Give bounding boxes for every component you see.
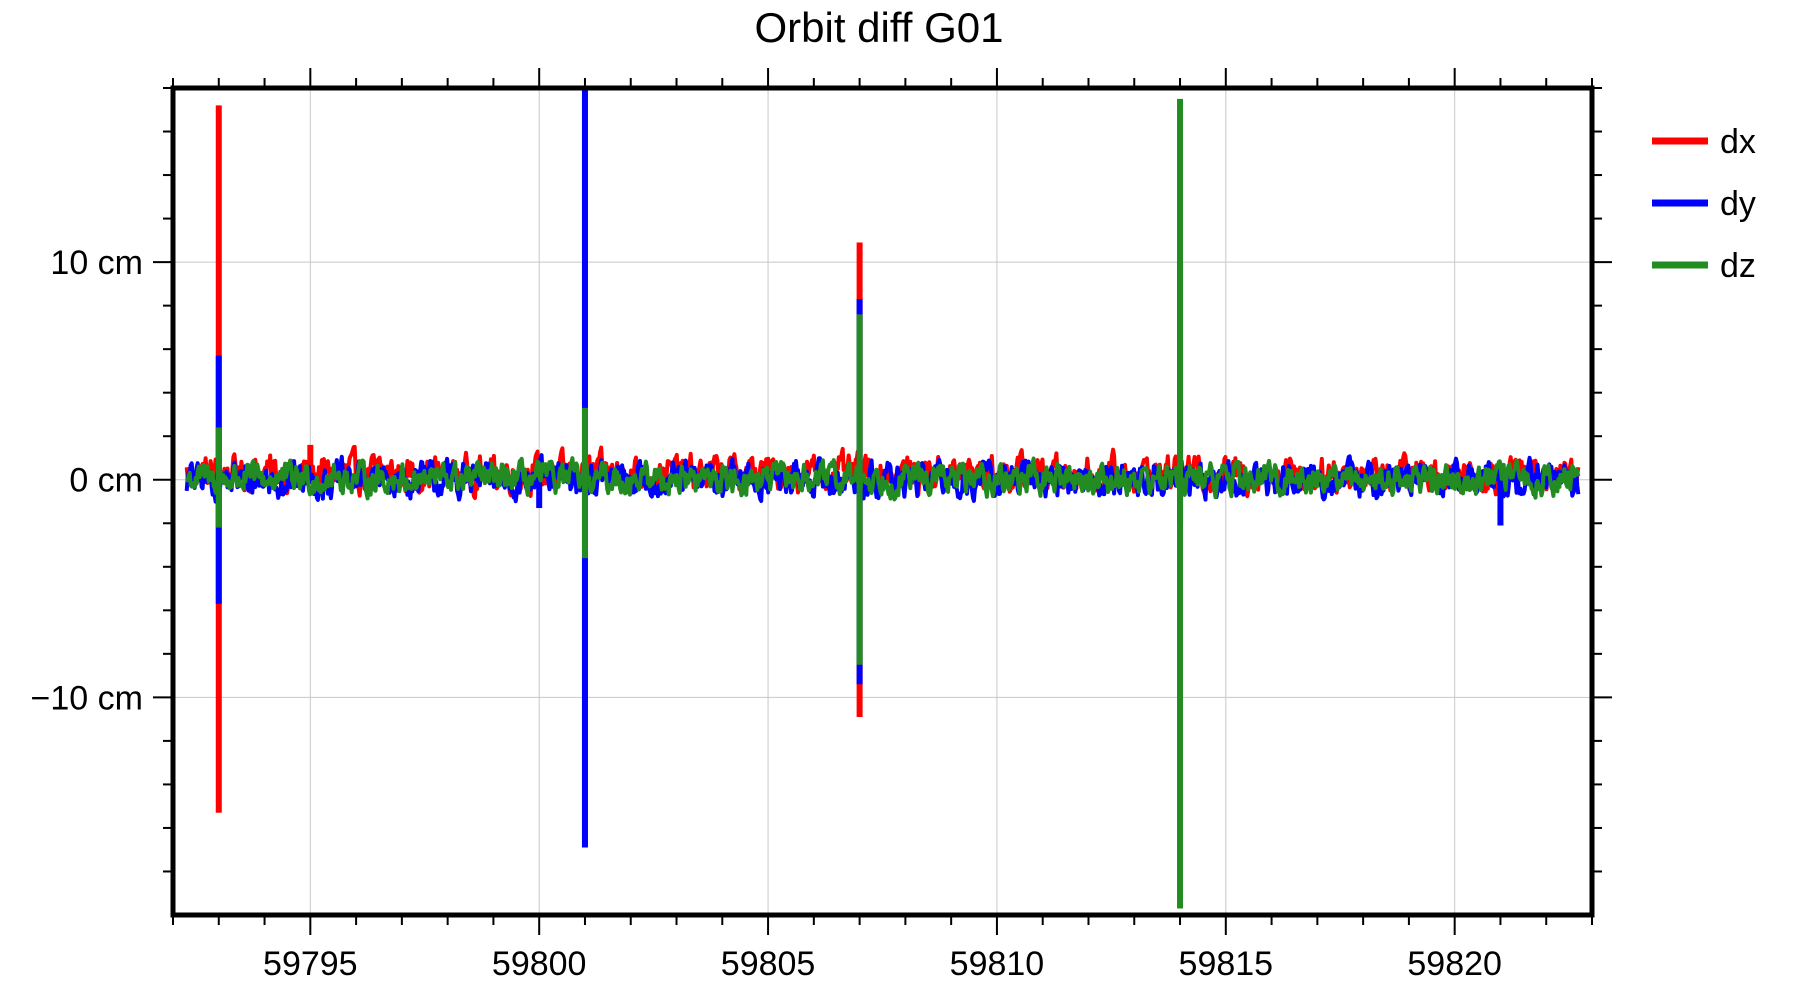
legend-entry-dz: dz — [1652, 247, 1756, 285]
chart-title: Orbit diff G01 — [754, 4, 1003, 51]
series-dz — [185, 98, 1581, 909]
legend-entry-dx: dx — [1652, 123, 1756, 161]
x-tick-label: 59815 — [1179, 945, 1274, 983]
x-tick-label: 59795 — [263, 945, 358, 983]
plot-frame — [170, 85, 1595, 918]
legend-label: dx — [1720, 123, 1756, 161]
x-tick-label: 59800 — [492, 945, 587, 983]
tick-labels: 59795 59800 59805 59810 59815 59820 −10 cm 0 cm… — [31, 244, 1502, 983]
y-tick-label: 0 cm — [69, 462, 143, 500]
series-dx — [184, 105, 1581, 813]
x-tick-label: 59810 — [950, 945, 1045, 983]
y-tick-label: 10 cm — [50, 244, 143, 282]
x-tick-label: 59805 — [721, 945, 816, 983]
legend: dx dy dz — [1652, 123, 1756, 285]
legend-label: dy — [1720, 185, 1756, 223]
series-line-dz — [185, 456, 1581, 502]
legend-entry-dy: dy — [1652, 185, 1756, 223]
x-tick-label: 59820 — [1407, 945, 1502, 983]
y-tick-label: −10 cm — [31, 679, 143, 717]
grid-lines — [173, 88, 1592, 915]
series-layer — [184, 88, 1581, 909]
plot-border — [170, 85, 1595, 918]
axis-ticks — [153, 68, 1612, 935]
legend-label: dz — [1720, 247, 1756, 285]
